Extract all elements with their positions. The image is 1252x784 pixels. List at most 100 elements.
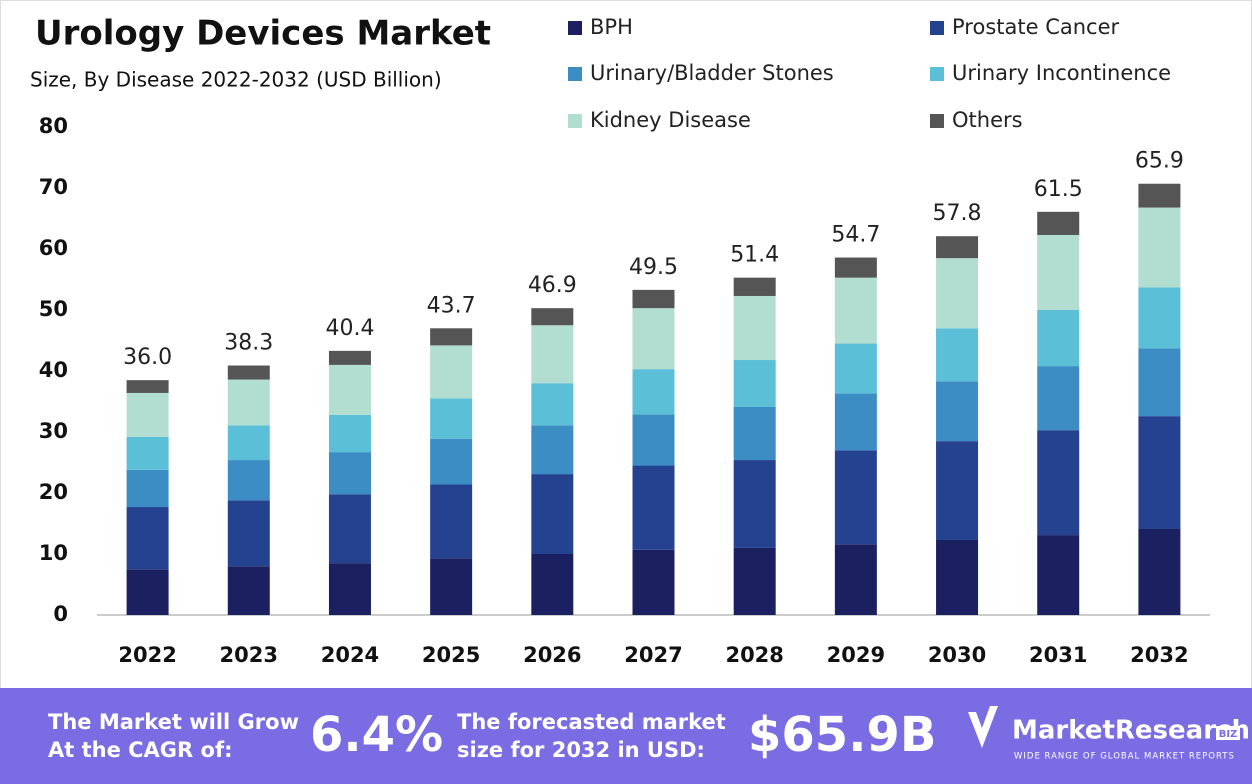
logo-badge: BIZ <box>1219 729 1238 740</box>
footer-text: At the CAGR of: <box>48 738 233 762</box>
y-tick-label: 0 <box>53 602 68 626</box>
bar-segment <box>227 460 270 501</box>
bar-segment <box>1037 310 1080 367</box>
x-tick-label: 2030 <box>928 643 986 667</box>
total-label: 43.7 <box>427 293 476 318</box>
bar-segment <box>430 328 473 346</box>
x-tick-label: 2031 <box>1029 643 1087 667</box>
y-tick-label: 50 <box>39 297 68 321</box>
footer-band <box>0 688 1252 784</box>
bar-segment <box>733 547 776 615</box>
bar-segment <box>1037 535 1080 615</box>
bar-segment <box>733 277 776 296</box>
x-tick-label: 2023 <box>220 643 278 667</box>
legend-swatch <box>568 114 582 128</box>
bar-segment <box>126 507 169 570</box>
bar-segment <box>1138 287 1181 349</box>
bar-segment <box>1037 234 1080 310</box>
bar-segment <box>430 558 473 615</box>
legend-swatch <box>568 67 582 81</box>
bar-segment <box>1138 528 1181 615</box>
bar-segment <box>126 380 169 393</box>
bar-segment <box>126 569 169 615</box>
y-tick-label: 40 <box>39 358 68 382</box>
bar-segment <box>430 438 473 485</box>
bar-segment <box>227 425 270 461</box>
chart-subtitle: Size, By Disease 2022-2032 (USD Billion) <box>30 68 442 92</box>
bar-segment <box>328 563 371 615</box>
bar-segment <box>632 414 675 466</box>
footer-text: The Market will Grow <box>48 710 299 734</box>
cagr-value: 6.4% <box>310 707 443 763</box>
bar-segment <box>328 350 371 365</box>
bar-segment <box>531 383 574 426</box>
logo-tagline: WIDE RANGE OF GLOBAL MARKET REPORTS <box>1014 752 1235 762</box>
total-label: 61.5 <box>1034 177 1083 202</box>
bar-segment <box>430 345 473 399</box>
bar-segment <box>1037 211 1080 235</box>
x-tick-label: 2027 <box>624 643 682 667</box>
total-label: 46.9 <box>528 273 577 298</box>
bar-segment <box>126 436 169 470</box>
bar-segment <box>126 392 169 437</box>
bar-segment <box>632 465 675 550</box>
bar-segment <box>733 295 776 361</box>
legend-label: BPH <box>590 15 633 39</box>
bar-segment <box>531 474 574 554</box>
bar-segment <box>632 289 675 309</box>
bar-segment <box>328 364 371 415</box>
bar-segment <box>430 484 473 559</box>
bar-segment <box>1138 183 1181 208</box>
bar-segment <box>936 381 979 442</box>
y-tick-label: 10 <box>39 541 68 565</box>
bar-segment <box>328 452 371 495</box>
bar-segment <box>834 450 877 545</box>
bar-segment <box>936 328 979 382</box>
y-tick-label: 60 <box>39 236 68 260</box>
x-tick-label: 2029 <box>827 643 885 667</box>
total-label: 57.8 <box>933 201 982 226</box>
legend-label: Urinary Incontinence <box>952 61 1171 85</box>
bar-segment <box>328 494 371 564</box>
bar-segment <box>632 549 675 615</box>
bar-segment <box>227 365 270 380</box>
x-tick-label: 2024 <box>321 643 379 667</box>
legend-label: Others <box>952 108 1023 132</box>
bar-segment <box>531 554 574 615</box>
bar-segment <box>936 236 979 259</box>
bar-segment <box>834 257 877 278</box>
bar-segment <box>733 360 776 407</box>
y-tick-label: 70 <box>39 175 68 199</box>
chart-title: Urology Devices Market <box>35 14 491 54</box>
legend-swatch <box>568 21 582 35</box>
bar-segment <box>227 566 270 615</box>
logo-badge-bg <box>1216 726 1240 740</box>
bar-segment <box>834 343 877 394</box>
bar-segment <box>733 406 776 461</box>
bar-segment <box>936 258 979 329</box>
footer-text: The forecasted market <box>457 710 726 734</box>
x-tick-label: 2026 <box>523 643 581 667</box>
bar-segment <box>834 277 877 344</box>
bar-segment <box>227 379 270 426</box>
bar-segment <box>936 539 979 615</box>
legend-label: Urinary/Bladder Stones <box>590 61 834 85</box>
total-label: 51.4 <box>730 243 779 268</box>
bar-segment <box>733 460 776 548</box>
bar-segment <box>834 393 877 451</box>
total-label: 38.3 <box>224 331 273 356</box>
bar-segment <box>1037 430 1080 536</box>
x-tick-label: 2022 <box>118 643 176 667</box>
bar-segment <box>531 425 574 475</box>
bar-segment <box>227 500 270 567</box>
bar-segment <box>632 369 675 415</box>
logo: MarketResearch <box>1012 716 1250 746</box>
bar-segment <box>1138 348 1181 417</box>
bar-segment <box>1138 416 1181 529</box>
total-label: 40.4 <box>325 316 374 341</box>
bar-segment <box>936 441 979 540</box>
total-label: 49.5 <box>629 255 678 280</box>
logo-icon <box>968 706 998 748</box>
legend-swatch <box>930 67 944 81</box>
